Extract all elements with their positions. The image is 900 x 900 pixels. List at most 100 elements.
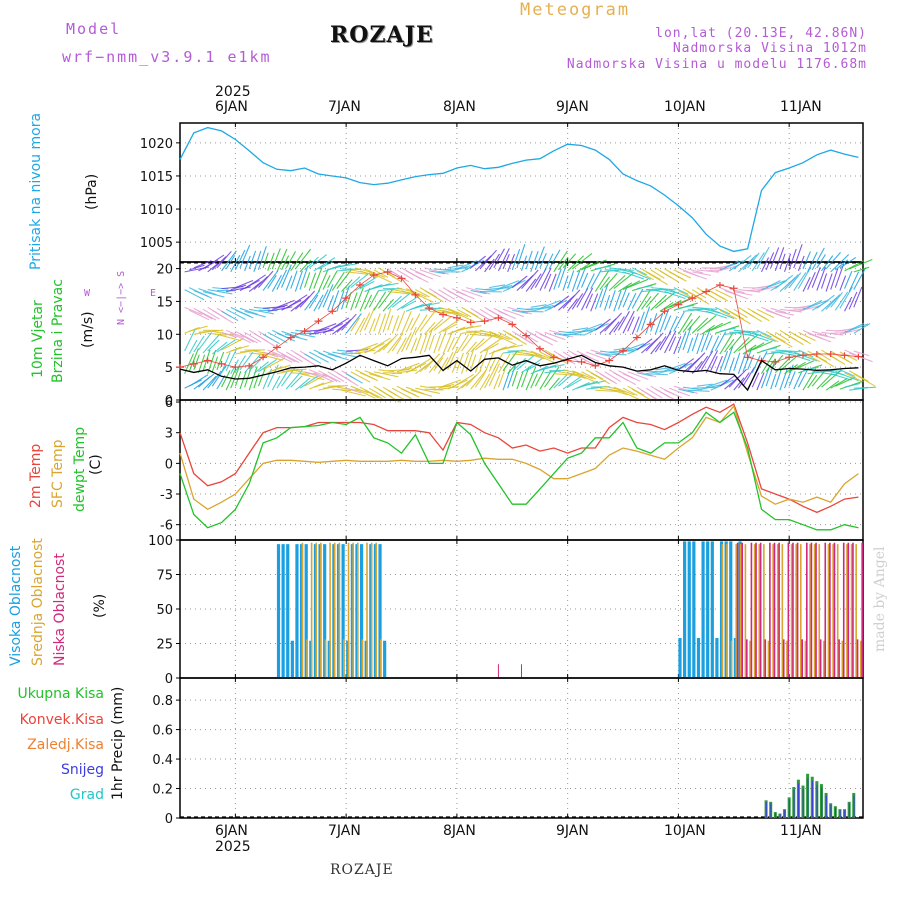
wind-barb	[262, 252, 269, 269]
wind-barb	[604, 371, 622, 383]
wind-barb	[258, 270, 274, 288]
wind-barb	[202, 375, 217, 391]
wind-barb	[834, 263, 845, 288]
wind-barb	[770, 247, 780, 269]
wind-barb	[410, 389, 433, 397]
wind-barb	[622, 280, 641, 291]
wind-barb	[511, 275, 528, 289]
wind-barb	[216, 375, 226, 390]
wind-barb	[553, 295, 570, 308]
wind-barb	[493, 248, 505, 269]
wind-barb	[677, 331, 687, 353]
wind-barb	[479, 329, 496, 335]
wind-barb	[322, 373, 338, 382]
wind-barb	[530, 332, 554, 346]
wind-barb	[221, 369, 231, 388]
wind-barb	[239, 349, 265, 353]
wind-barb	[502, 253, 510, 270]
wind-barb	[765, 358, 776, 373]
wind-barb	[475, 310, 490, 321]
wind-barb	[719, 309, 738, 320]
wind-barb	[659, 330, 672, 351]
wind-barb	[378, 338, 393, 353]
wind-barb	[396, 310, 406, 332]
wind-barb	[705, 310, 728, 319]
wind-barb	[534, 369, 545, 387]
wind-barb	[211, 256, 227, 271]
wind-barb	[295, 352, 317, 367]
wind-barb	[313, 294, 324, 312]
wind-barb	[705, 322, 724, 333]
wind-barb	[816, 254, 826, 269]
wind-barb	[295, 377, 311, 391]
wind-barb	[622, 373, 641, 382]
wind-barb	[618, 282, 633, 293]
wind-barb	[664, 315, 672, 331]
wind-barb	[682, 326, 692, 351]
wind-barb	[479, 308, 497, 320]
wind-barb	[636, 270, 654, 281]
wind-barb	[304, 272, 311, 288]
wind-barb	[774, 247, 785, 272]
precip-snow-bar	[830, 804, 832, 818]
wind-barb	[742, 257, 755, 271]
altitude-label: Nadmorska Visina 1012m	[672, 41, 867, 56]
wind-barb	[456, 334, 470, 354]
y-tick-label: 25	[156, 638, 173, 653]
wind-barb	[308, 351, 329, 363]
wind-barb	[355, 347, 371, 353]
model-name: wrf−nmm_v3.9.1 e1km	[62, 48, 272, 66]
wind-barb	[188, 374, 209, 387]
wind-barb	[751, 372, 760, 388]
wind-barb	[285, 251, 297, 269]
wind-barb	[710, 308, 735, 320]
wind-barb	[636, 285, 653, 290]
wind-barb	[710, 335, 720, 354]
wind-barb	[733, 337, 750, 354]
wind-barb	[548, 377, 560, 391]
wind-barb	[733, 254, 752, 270]
wind-barb	[807, 271, 816, 290]
wind-barb	[396, 287, 413, 293]
wind-barb	[622, 310, 635, 334]
wind-barb	[345, 276, 361, 291]
wind-barb	[484, 332, 503, 340]
wind-barb	[802, 251, 811, 270]
wind-barb	[539, 253, 547, 269]
wind-barb	[383, 372, 403, 374]
wind-barb	[332, 351, 357, 358]
wind-barb	[668, 289, 693, 300]
wind-barb	[369, 373, 391, 381]
wind-barb	[521, 358, 543, 374]
wind-barb	[853, 350, 870, 357]
wind-barb	[525, 366, 537, 391]
wind-barb	[576, 262, 591, 273]
wind-barb	[299, 259, 312, 273]
wind-barb	[216, 250, 232, 269]
wind-barb	[539, 364, 565, 371]
wind-barb	[327, 371, 345, 382]
wind-speed-line	[179, 354, 859, 392]
wind-barb	[752, 340, 773, 351]
wind-barb	[498, 331, 513, 341]
wind-barb	[202, 308, 220, 320]
wind-barb	[650, 294, 667, 311]
wind-barb	[608, 290, 616, 309]
wind-barb	[825, 352, 846, 365]
precip-snow-bar	[798, 783, 800, 818]
wind-barb	[253, 250, 262, 273]
wind-barb	[272, 364, 291, 372]
wind-barb	[212, 287, 229, 290]
top-day-label: 6JAN	[215, 99, 248, 115]
wind-barb	[488, 357, 497, 372]
wind-barb	[456, 291, 475, 300]
wind-barb	[262, 351, 279, 358]
wind-barb	[355, 388, 376, 399]
wind-barb	[719, 260, 744, 271]
cloud-high-bar	[290, 640, 294, 678]
wind-barb	[308, 254, 328, 269]
wind-barb	[230, 254, 241, 273]
wind-barb	[640, 306, 651, 331]
wind-barb	[221, 331, 237, 338]
wind-barb	[811, 371, 825, 387]
